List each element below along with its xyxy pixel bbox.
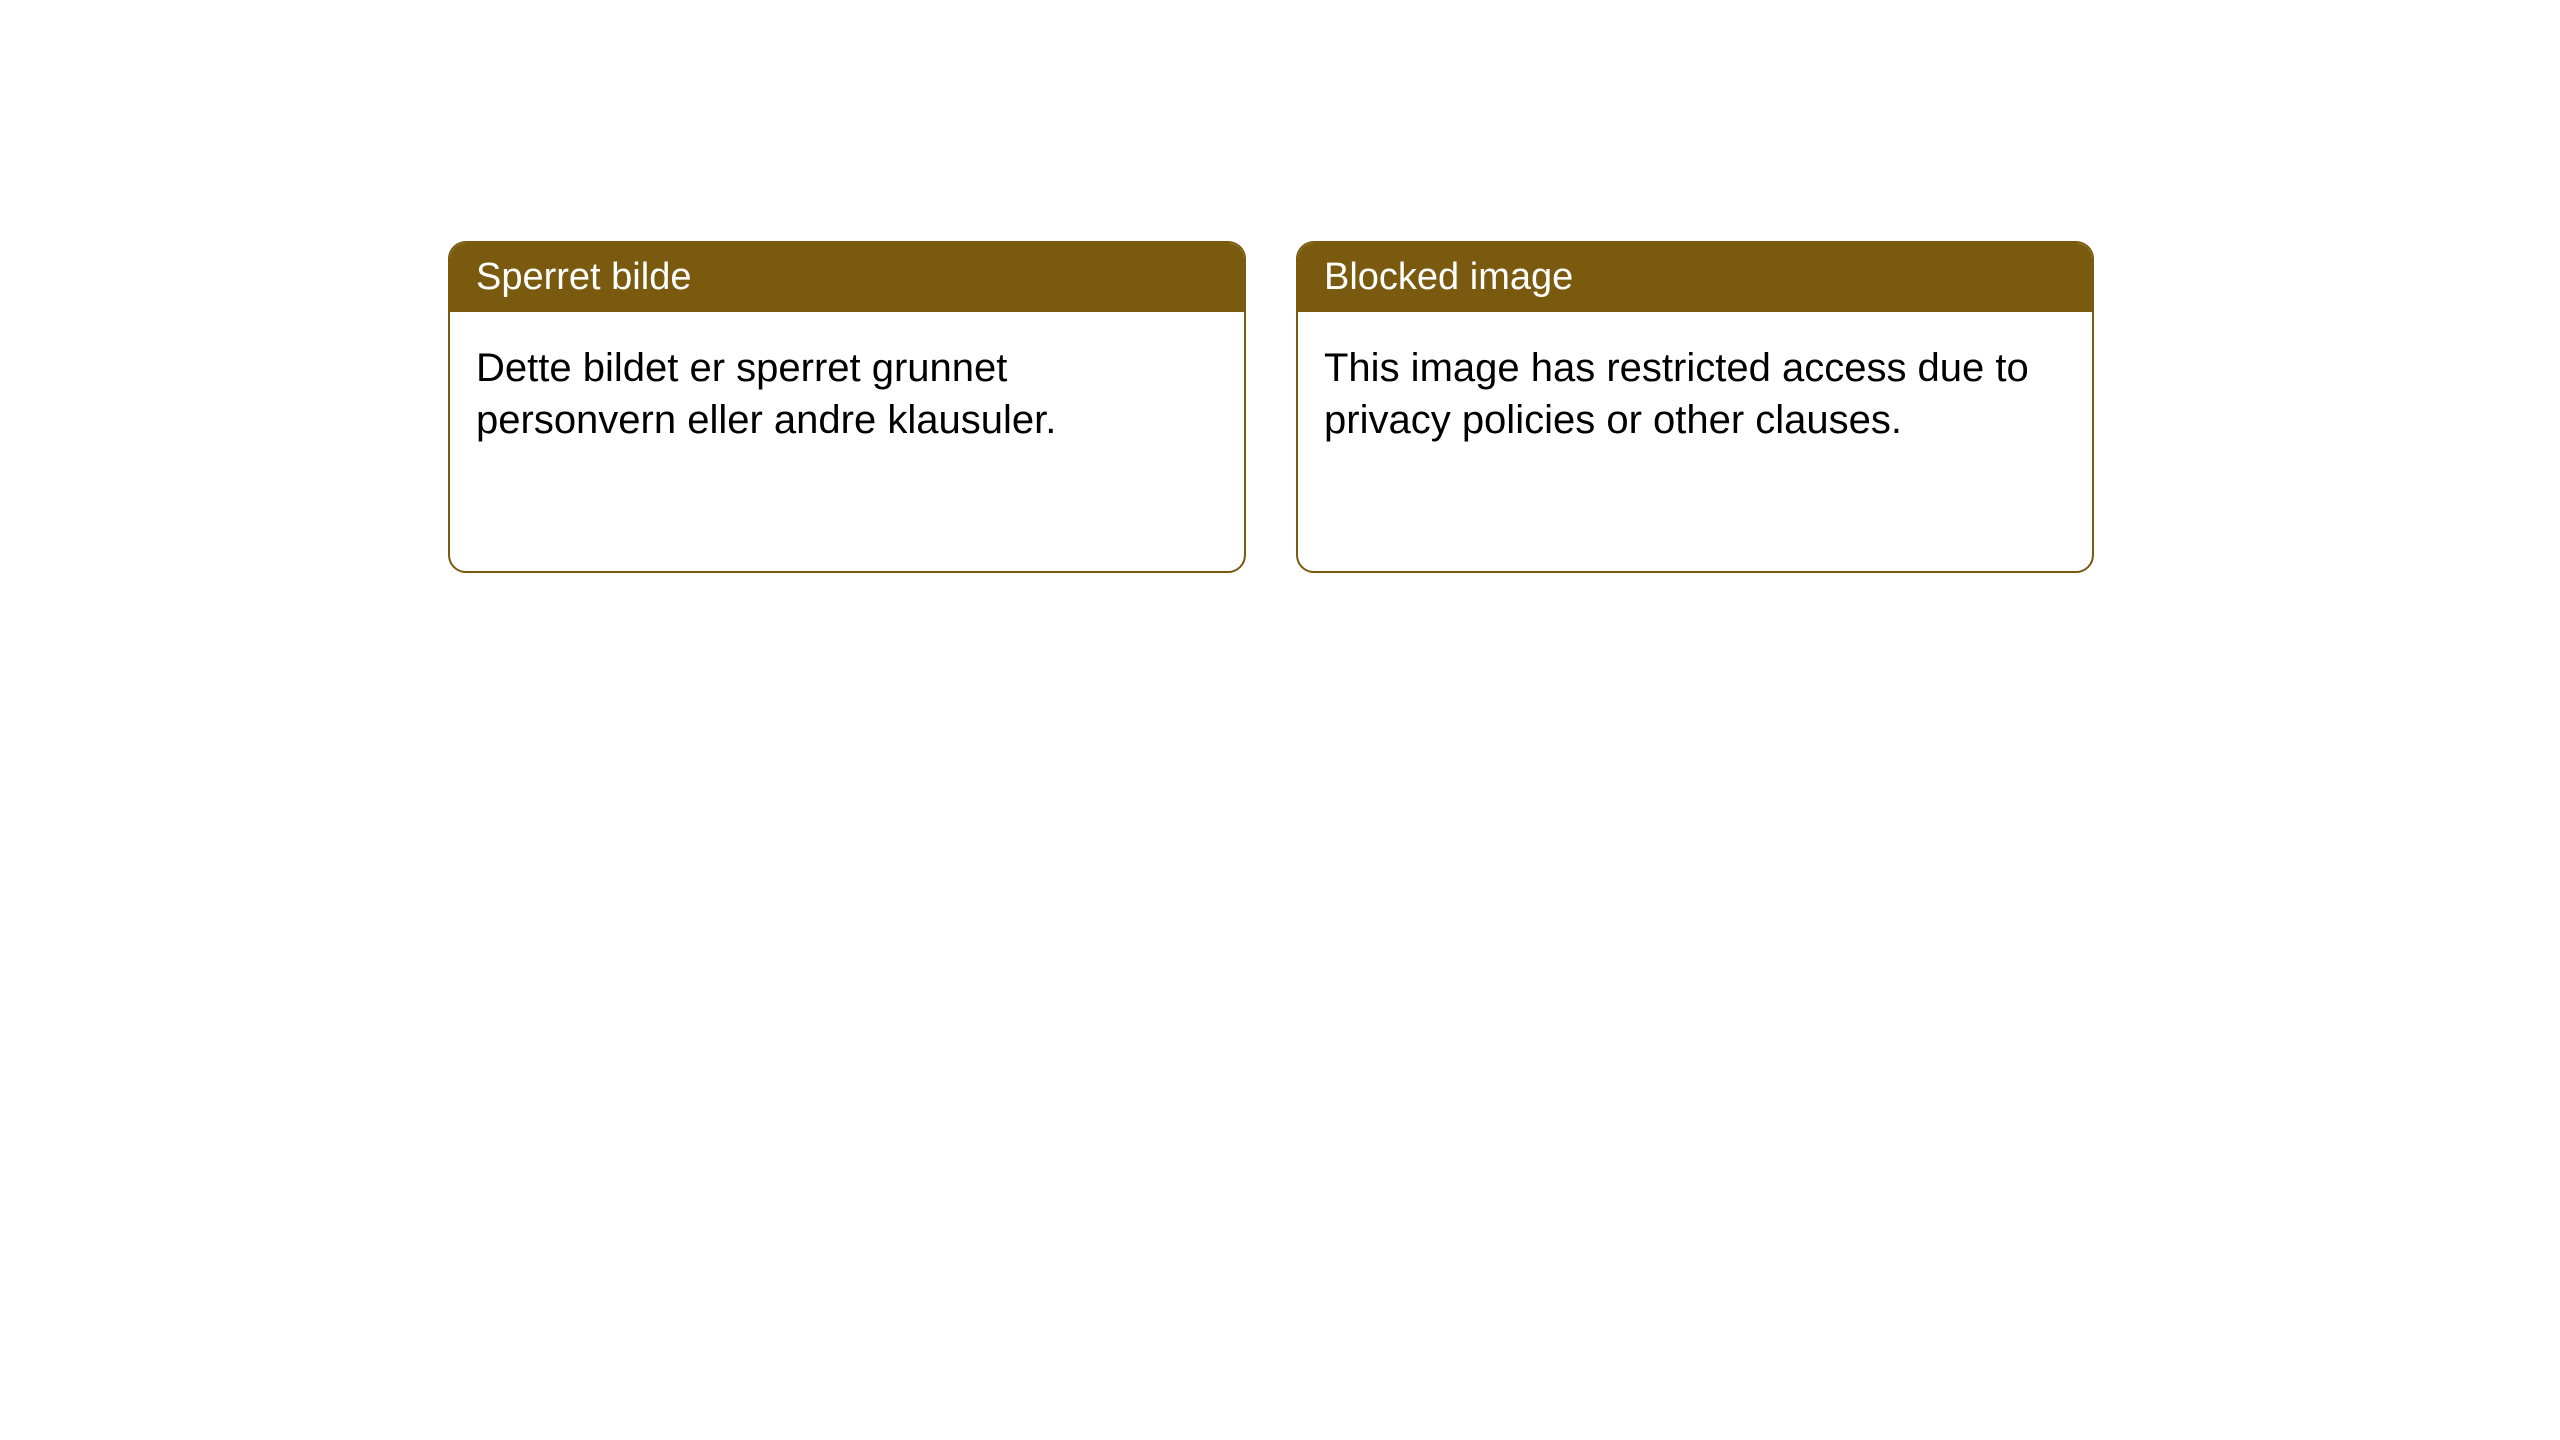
notice-body-text: Dette bildet er sperret grunnet personve… [476, 346, 1056, 442]
notice-card-english: Blocked image This image has restricted … [1296, 241, 2094, 573]
notice-body: Dette bildet er sperret grunnet personve… [450, 312, 1244, 476]
cards-container: Sperret bilde Dette bildet er sperret gr… [0, 0, 2560, 573]
notice-title: Blocked image [1324, 256, 1573, 298]
notice-title: Sperret bilde [476, 256, 691, 298]
notice-body-text: This image has restricted access due to … [1324, 346, 2029, 442]
notice-card-norwegian: Sperret bilde Dette bildet er sperret gr… [448, 241, 1246, 573]
notice-header: Sperret bilde [450, 243, 1244, 312]
notice-header: Blocked image [1298, 243, 2092, 312]
notice-body: This image has restricted access due to … [1298, 312, 2092, 476]
